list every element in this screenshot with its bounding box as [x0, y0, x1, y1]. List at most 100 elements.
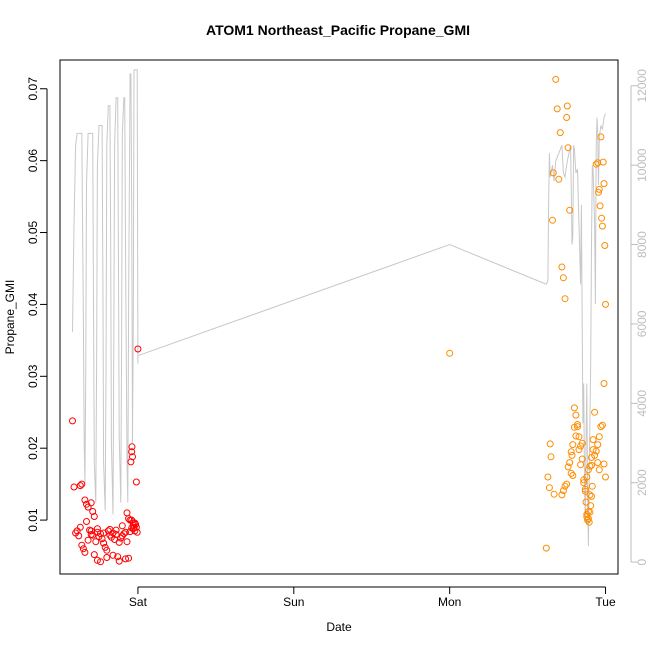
data-point-s1-36	[586, 491, 594, 499]
data-point-s1-50	[599, 158, 607, 166]
data-point-s0-3	[78, 480, 86, 488]
data-point-s1-76	[566, 459, 574, 467]
data-point-s1-89	[588, 492, 595, 500]
data-point-s0-60	[112, 526, 120, 534]
data-point-s1-41	[591, 408, 599, 416]
data-point-s1-73	[570, 423, 578, 431]
data-point-s0-9	[90, 513, 98, 520]
data-point-s1-46	[596, 202, 604, 210]
data-point-s1-16	[563, 114, 571, 121]
data-point-s0-38	[115, 538, 123, 546]
data-point-s1-82	[594, 459, 602, 467]
data-point-s0-0	[69, 417, 76, 425]
data-point-s0-73	[132, 478, 140, 486]
data-point-s0-51	[97, 558, 104, 566]
data-point-s1-85	[600, 460, 608, 468]
axes: 0.01 0.02 0.03 0.04 0.05 0.06 0.07 0 2000 4000 600…	[26, 69, 649, 609]
y-tick-label-2: 0.03	[26, 364, 40, 388]
data-point-s1-24	[572, 411, 580, 419]
y2-tick-label-5: 10000	[635, 148, 649, 182]
y2-tick-label-4: 8000	[635, 231, 649, 258]
data-point-s0-67	[128, 443, 136, 451]
data-point-s1-72	[572, 432, 580, 440]
data-point-s1-39	[588, 482, 596, 490]
data-point-s0-52	[103, 554, 111, 561]
data-point-s0-42	[122, 528, 129, 536]
data-point-s1-10	[553, 105, 561, 113]
data-point-s0-68	[129, 453, 136, 461]
data-point-s0-66	[128, 448, 136, 456]
data-point-s1-54	[600, 380, 608, 387]
altitude-connector-0	[137, 244, 450, 357]
data-point-s1-81	[558, 491, 566, 499]
data-point-s1-79	[561, 482, 569, 490]
data-point-s1-0	[446, 349, 454, 357]
data-point-s0-17	[83, 518, 90, 525]
y2-tick-label-2: 4000	[635, 390, 649, 417]
data-point-s1-42	[592, 160, 600, 168]
data-point-s1-31	[582, 498, 590, 506]
x-tick-label-0: Sat	[129, 595, 148, 609]
data-point-s1-88	[586, 508, 594, 516]
data-point-s1-13	[558, 263, 566, 271]
data-point-s0-77	[129, 525, 137, 533]
data-point-s1-58	[594, 441, 602, 449]
data-point-s1-48	[598, 214, 606, 222]
data-point-s1-66	[581, 485, 589, 493]
data-point-s1-47	[597, 133, 605, 141]
data-point-s1-45	[595, 185, 603, 193]
data-point-s1-17	[563, 102, 571, 110]
data-point-s1-70	[575, 433, 583, 441]
data-point-s1-6	[549, 216, 556, 224]
data-point-s0-22	[90, 551, 98, 559]
data-point-s0-76	[128, 516, 136, 524]
data-point-s1-5	[547, 453, 555, 461]
data-point-s1-51	[600, 180, 608, 188]
data-point-s0-16	[81, 548, 89, 556]
data-point-s1-12	[556, 129, 564, 137]
data-point-s1-11	[555, 175, 563, 183]
data-point-s1-37	[587, 502, 595, 510]
data-point-s0-55	[122, 555, 129, 563]
data-point-s1-4	[546, 440, 554, 448]
data-point-s1-67	[580, 479, 588, 487]
data-point-s0-1	[70, 483, 78, 491]
data-point-s1-26	[575, 446, 583, 454]
x-tick-label-3: Tue	[595, 595, 616, 609]
data-point-s1-21	[568, 451, 576, 459]
data-point-s0-44	[125, 554, 133, 562]
data-point-s0-41	[120, 530, 128, 538]
altitude-series	[72, 69, 606, 547]
chart-title: ATOM1 Northeast_Pacific Propane_GMI	[206, 22, 470, 38]
plot-frame	[59, 59, 619, 575]
data-point-s1-62	[588, 454, 595, 461]
data-point-s0-13	[76, 523, 84, 531]
data-point-s0-74	[133, 528, 141, 536]
data-point-s1-83	[595, 466, 603, 474]
data-point-s1-55	[598, 421, 606, 429]
data-point-s1-30	[581, 487, 589, 495]
data-point-s1-7	[549, 169, 557, 177]
data-point-s1-1	[542, 544, 550, 552]
data-point-s1-22	[569, 472, 577, 479]
y-tick-label-5: 0.06	[26, 149, 40, 173]
data-point-s0-28	[100, 539, 108, 547]
data-point-s0-23	[92, 538, 100, 546]
altitude-connector-1	[449, 244, 547, 285]
data-point-s1-74	[569, 441, 577, 449]
data-point-s1-84	[602, 473, 609, 481]
altitude-line-segment-1	[545, 113, 606, 547]
data-point-s0-58	[100, 529, 108, 537]
y-tick-label-0: 0.01	[26, 508, 40, 532]
data-point-s0-15	[79, 545, 87, 553]
y2-tick-label-1: 2000	[635, 469, 649, 496]
altitude-line-segment-0	[72, 69, 139, 515]
y2-tick-label-3: 6000	[635, 310, 649, 337]
data-point-s1-18	[564, 144, 572, 152]
data-point-s1-56	[597, 423, 605, 431]
data-point-s0-8	[89, 508, 97, 515]
data-point-s1-25	[574, 423, 581, 431]
data-point-s0-57	[93, 525, 101, 533]
